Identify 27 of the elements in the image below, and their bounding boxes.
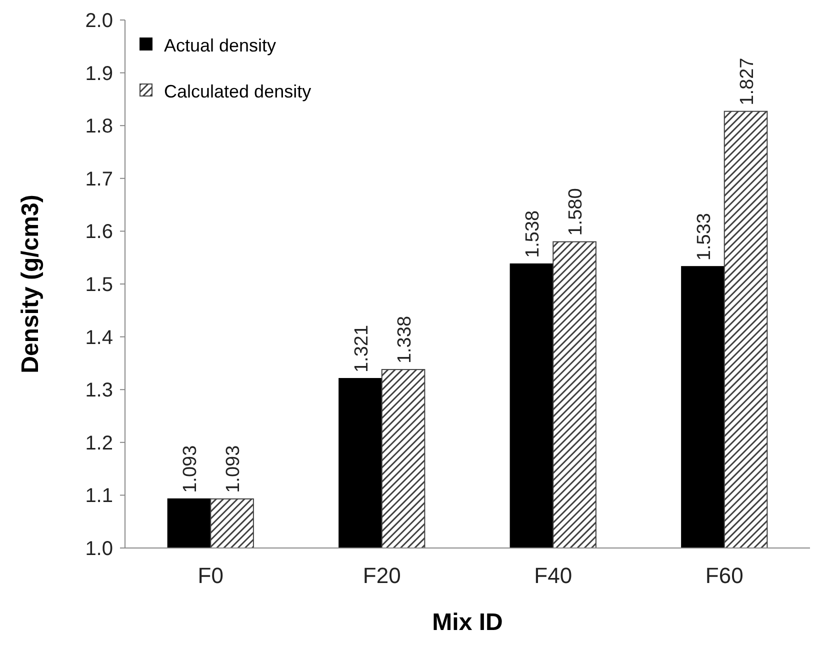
y-tick-label: 1.4 [85,326,113,349]
x-axis-title: Mix ID [432,609,503,636]
data-label: 1.338 [394,316,416,364]
data-label: 1.580 [566,188,587,236]
data-label: 1.827 [736,58,758,106]
data-label: 1.321 [351,324,372,373]
y-tick-label: 1.2 [85,432,113,454]
data-label: 1.533 [694,213,715,261]
y-tick-label: 1.1 [85,485,113,508]
y-tick-label: 1.9 [85,62,113,85]
data-label: 1.093 [223,445,244,493]
x-tick-label: F0 [198,563,224,588]
y-tick-label: 1.3 [85,380,113,402]
y-tick-label: 1.7 [85,168,113,190]
data-label: 1.538 [522,210,544,258]
x-tick-label: F40 [534,563,572,588]
legend-label: Calculated density [164,81,312,102]
legend-label: Actual density [164,35,276,56]
y-axis-title: Density (g/cm3) [17,194,44,374]
x-tick-label: F60 [705,563,744,588]
data-label: 1.093 [180,445,202,493]
y-tick-label: 1.8 [85,116,113,138]
x-tick-label: F20 [362,563,401,588]
y-tick-label: 1.5 [85,274,113,296]
y-tick-label: 1.6 [85,221,113,244]
y-tick-label: 2.0 [85,10,113,32]
y-tick-label: 1.0 [85,538,113,560]
